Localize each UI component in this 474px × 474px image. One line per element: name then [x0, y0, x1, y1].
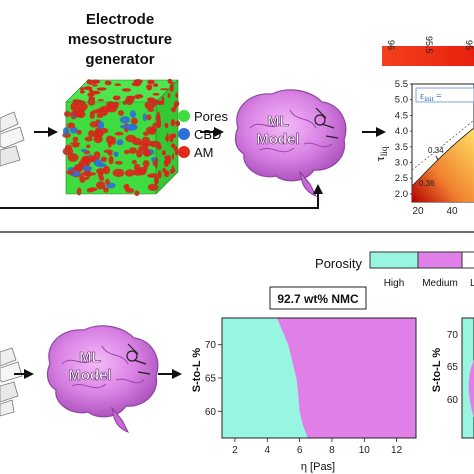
inset-eps-text: εinit = — [420, 91, 442, 103]
phase-legend: Pores CBD AM — [178, 109, 228, 160]
colorbar-tick-2: 95.5 — [424, 36, 434, 54]
map-xtick-label: 8 — [329, 445, 335, 456]
generator-title-line3: generator — [85, 51, 154, 68]
brain-model-top — [234, 89, 347, 197]
map-ylabel: S-to-L % — [191, 348, 203, 393]
legend-label-pores: Pores — [194, 109, 228, 124]
legend-label-am: AM — [194, 145, 214, 160]
feedback-arrow — [0, 184, 323, 209]
inset-ytick: 5.5 — [395, 79, 408, 90]
colorbar-tick-3: 95 — [464, 40, 474, 50]
porosity-label-medium: Medium — [422, 278, 458, 289]
inset-ytick: 2.0 — [395, 189, 408, 200]
porosity-swatch-low — [461, 251, 474, 269]
input-shapes-bottom — [0, 347, 23, 417]
map-xtick-label: 2 — [232, 445, 238, 456]
porosity-label-low: L — [470, 278, 474, 289]
map-ytick-label: 60 — [205, 407, 217, 418]
map-title-box — [269, 286, 367, 310]
inset-plot — [411, 83, 474, 203]
region-medium — [277, 318, 416, 438]
legend-label-cbd: CBD — [194, 127, 221, 142]
map2-ylabel: S-to-L % — [431, 348, 443, 393]
inset-xtick-2: 40 — [446, 206, 458, 217]
map-ytick-label: 70 — [205, 340, 217, 351]
porosity-legend-title: Porosity — [315, 256, 362, 271]
porosity-swatch-high — [369, 251, 419, 269]
legend-dot-pores — [178, 110, 190, 122]
map2-ytick-label: 70 — [447, 330, 459, 341]
map2-ytick-label: 60 — [447, 395, 459, 406]
legend-dot-am — [178, 146, 190, 158]
inset-ytick: 3.0 — [395, 158, 408, 169]
map2-yticks: 70 65 60 — [447, 330, 459, 406]
inset-ytick: 4.0 — [395, 126, 408, 137]
map-title: 92.7 wt% NMC — [277, 292, 359, 306]
generator-title-line1: Electrode — [86, 11, 154, 28]
second-map-chart — [461, 317, 474, 439]
porosity-map-chart: 2 4 6 8 10 12 60 65 70 — [205, 317, 417, 456]
inset-ytick: 2.5 — [395, 173, 408, 184]
inset-ytick: 4.5 — [395, 110, 408, 121]
map-xtick-label: 4 — [265, 445, 271, 456]
inset-xtick-1: 20 — [412, 206, 424, 217]
inset-annot-1: 0.34 — [428, 146, 444, 155]
inset-yticks: 5.5 5.0 4.5 4.0 3.5 3.0 2.5 2.0 — [395, 79, 412, 200]
brain-model-bottom — [46, 325, 159, 433]
map2-ytick-label: 65 — [447, 362, 459, 373]
porosity-label-high: High — [384, 278, 405, 289]
inset-ylabel: τliq — [372, 146, 389, 161]
porosity-swatch-medium — [417, 251, 463, 269]
map-xtick-label: 12 — [391, 445, 403, 456]
inset-annot-2: 0.36 — [419, 179, 435, 188]
map-xtick-label: 6 — [297, 445, 303, 456]
generator-title-line2: mesostructure — [68, 31, 172, 48]
inset-ytick: 3.5 — [395, 142, 408, 153]
map-xtick-label: 10 — [359, 445, 371, 456]
microstructure-cube — [62, 78, 181, 197]
colorbar-top — [382, 46, 474, 66]
map-ytick-label: 65 — [205, 374, 217, 385]
brain-top-line1: ML — [267, 113, 289, 130]
brain-top-line2: Model — [256, 131, 299, 148]
brain-bottom-line1: ML — [79, 349, 101, 366]
input-shapes-top — [0, 111, 25, 167]
inset-ytick: 5.0 — [395, 95, 408, 106]
brain-bottom-line2: Model — [68, 367, 111, 384]
map-xlabel: η [Pas] — [301, 461, 335, 473]
colorbar-tick-1: 96 — [386, 40, 396, 50]
legend-dot-cbd — [178, 128, 190, 140]
